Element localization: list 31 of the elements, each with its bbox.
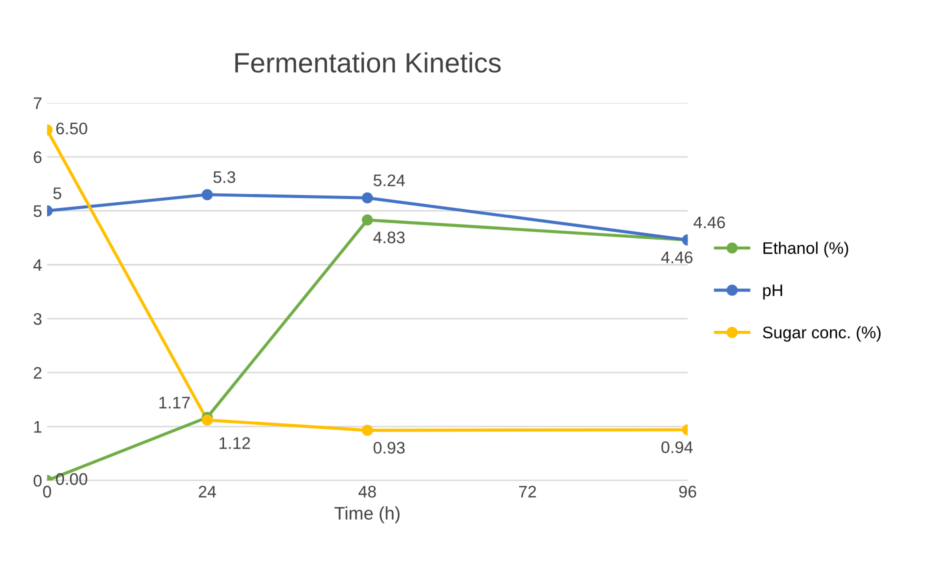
x-tick-label: 24 [198,486,216,498]
data-label: 6.50 [56,122,88,134]
y-tick-label: 7 [34,98,42,109]
data-label: 1.17 [159,396,190,408]
y-tick-label: 2 [34,367,42,379]
y-tick-label: 5 [34,205,42,218]
legend-label: pH [763,284,782,300]
data-label: 5.3 [213,171,236,184]
x-tick-label: 0 [43,486,52,498]
x-tick-label: 96 [679,486,696,498]
data-label: 1.12 [220,437,250,449]
data-label: 0.93 [374,442,405,454]
y-tick-label: 6 [34,151,42,164]
y-tick-label: 3 [34,313,42,325]
data-label: 4.83 [373,232,405,244]
data-label: 0.00 [56,473,88,485]
x-tick-label: 72 [519,486,536,498]
chart-title: Fermentation Kinetics [235,52,501,73]
x-axis-title: Time (h) [334,506,400,524]
data-label: 5.24 [374,174,405,186]
data-label: 4.46 [661,251,692,264]
data-label: 5 [53,188,62,200]
y-tick-label: 4 [33,259,42,271]
y-tick-label: 1 [34,421,42,433]
data-label: 0.94 [661,441,693,454]
data-label: 4.46 [694,216,725,228]
legend-label: Sugar conc. (%) [762,326,881,342]
legend-label: Ethanol (%) [764,242,848,258]
x-tick-label: 48 [358,486,376,498]
point [362,214,373,226]
y-tick-label: 0 [34,474,42,487]
